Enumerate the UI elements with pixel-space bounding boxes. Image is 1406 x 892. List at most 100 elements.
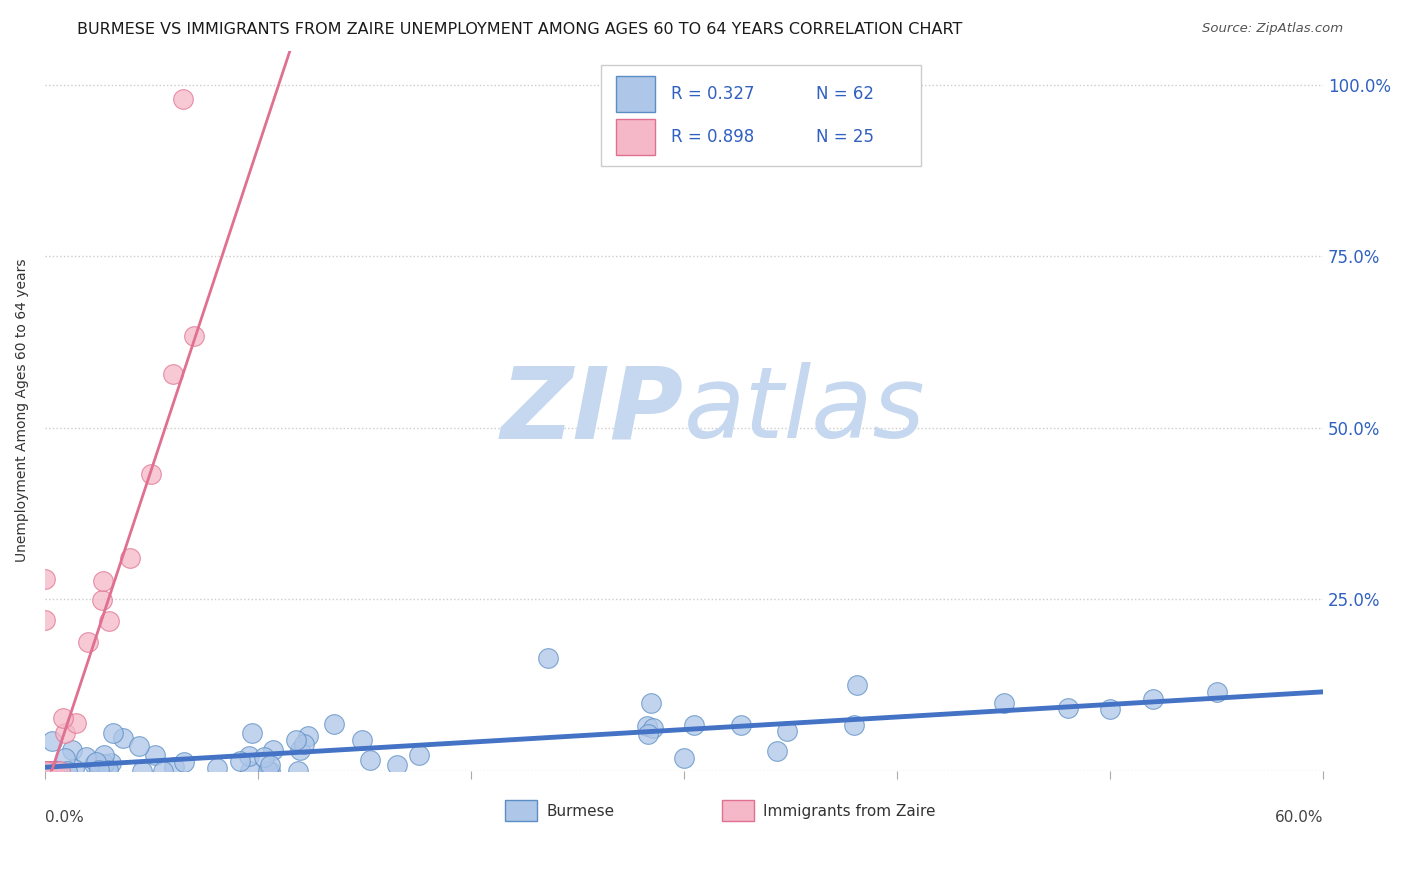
Point (259, 758, 281, 772)
Point (34, 764, 56, 778)
Point (636, 719, 658, 733)
Point (120, 551, 142, 566)
Point (673, 751, 696, 765)
Bar (616, 120, 655, 155)
Point (55, 750, 77, 764)
Point (297, 729, 319, 743)
Point (173, 755, 195, 769)
Text: ZIP: ZIP (501, 362, 685, 459)
Point (730, 717, 752, 731)
Point (682, 718, 704, 732)
Point (262, 742, 284, 756)
Point (640, 696, 662, 710)
Point (846, 678, 869, 692)
Point (39, 764, 62, 778)
Text: 0.0%: 0.0% (45, 810, 84, 825)
Text: N = 25: N = 25 (815, 128, 873, 146)
Point (323, 716, 346, 731)
Point (91, 593, 114, 607)
Point (240, 726, 263, 740)
Point (34, 764, 56, 778)
Point (112, 731, 135, 745)
Text: Source: ZipAtlas.com: Source: ZipAtlas.com (1202, 22, 1343, 36)
Point (91, 574, 114, 588)
Point (52, 711, 75, 725)
Point (97, 614, 120, 628)
Point (257, 764, 280, 778)
Text: N = 62: N = 62 (815, 85, 873, 103)
Point (1099, 702, 1122, 716)
Point (34, 764, 56, 778)
Point (55, 726, 77, 740)
Point (290, 743, 312, 757)
Point (35, 764, 58, 778)
Point (39, 764, 62, 778)
Point (993, 696, 1015, 710)
Point (359, 753, 381, 767)
Point (87, 764, 110, 778)
Point (183, 328, 205, 343)
Point (65, 715, 87, 730)
Point (34, 572, 56, 586)
Text: Burmese: Burmese (546, 804, 614, 819)
Text: R = 0.327: R = 0.327 (671, 85, 755, 103)
Point (93, 756, 115, 771)
Bar (616, 76, 655, 112)
Point (259, 764, 281, 778)
Point (83, 756, 105, 771)
Point (34, 764, 56, 778)
Point (97, 763, 120, 777)
Point (1056, 701, 1078, 715)
Point (49, 764, 72, 778)
Point (56, 764, 79, 778)
Point (1205, 685, 1227, 699)
Text: BURMESE VS IMMIGRANTS FROM ZAIRE UNEMPLOYMENT AMONG AGES 60 TO 64 YEARS CORRELAT: BURMESE VS IMMIGRANTS FROM ZAIRE UNEMPLO… (77, 22, 963, 37)
Point (141, 467, 163, 481)
Point (776, 724, 799, 739)
FancyBboxPatch shape (600, 65, 921, 166)
Point (239, 764, 262, 778)
Point (60, 743, 83, 757)
Point (143, 747, 166, 762)
Point (162, 368, 184, 382)
Point (100, 756, 122, 771)
Point (34, 764, 56, 778)
Point (253, 750, 276, 764)
Point (350, 733, 373, 747)
Text: Immigrants from Zaire: Immigrants from Zaire (763, 804, 936, 819)
Y-axis label: Unemployment Among Ages 60 to 64 years: Unemployment Among Ages 60 to 64 years (15, 259, 30, 563)
Point (34, 613, 56, 627)
Point (285, 732, 308, 747)
Text: 60.0%: 60.0% (1275, 810, 1323, 825)
Point (766, 744, 789, 758)
Point (163, 760, 186, 774)
Point (238, 748, 260, 763)
Point (75, 750, 97, 764)
Point (385, 757, 408, 772)
Point (844, 718, 866, 732)
Point (41, 734, 63, 748)
Point (172, 92, 194, 106)
Point (93, 747, 115, 762)
Point (131, 764, 153, 778)
Point (1142, 691, 1164, 706)
Point (128, 739, 150, 753)
Point (641, 721, 664, 735)
Point (228, 754, 250, 768)
Bar (723, 799, 755, 822)
Text: R = 0.898: R = 0.898 (671, 128, 755, 146)
Point (537, 650, 560, 665)
Point (408, 748, 430, 763)
Point (42, 764, 65, 778)
Text: atlas: atlas (685, 362, 925, 459)
Point (34, 764, 56, 778)
Point (84, 756, 107, 770)
Point (205, 761, 228, 775)
Point (76, 635, 98, 649)
Point (46, 764, 69, 778)
Point (637, 727, 659, 741)
Point (37, 764, 59, 778)
Point (37, 764, 59, 778)
Point (152, 764, 174, 778)
Point (292, 737, 315, 751)
